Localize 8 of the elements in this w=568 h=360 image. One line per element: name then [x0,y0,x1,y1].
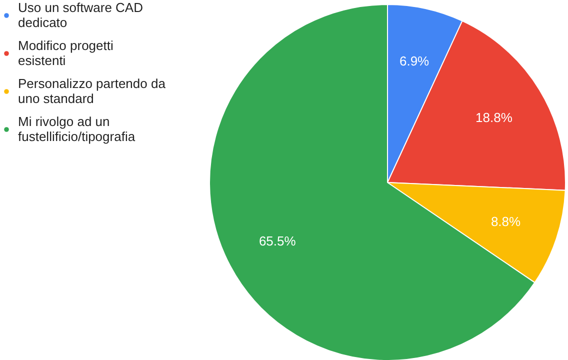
legend-label: Uso un software CAD dedicato [18,0,143,30]
legend-label: Modifico progetti esistenti [18,38,114,68]
legend-label: Personalizzo partendo da uno standard [18,76,166,106]
legend-label: Mi rivolgo ad un fustellificio/tipografia [18,114,136,144]
data-label: 8.8% [490,214,522,230]
data-label: 18.8% [476,110,513,126]
data-label: 65.5% [258,233,296,248]
data-label: 6.9% [399,53,430,68]
